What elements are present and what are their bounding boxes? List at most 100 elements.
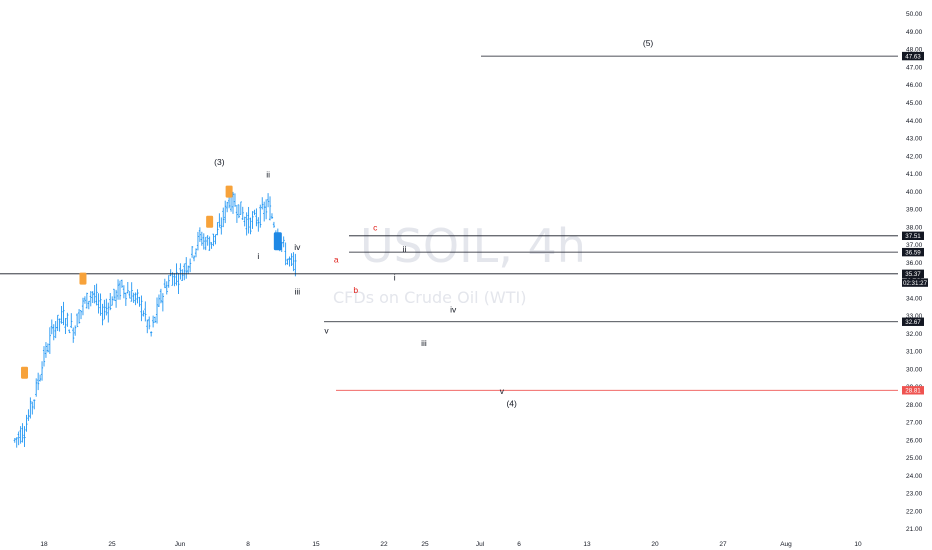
wave-label: v: [324, 326, 329, 336]
candle: [292, 252, 295, 272]
y-tick-label: 43.00: [906, 136, 923, 143]
candle: [152, 315, 155, 328]
candle: [15, 437, 18, 448]
candle: [148, 316, 151, 330]
y-tick-label: 23.00: [906, 491, 923, 498]
earnings-marker-icon[interactable]: [206, 215, 214, 228]
candle: [136, 289, 139, 304]
candle: [200, 231, 203, 246]
y-tick-label: 27.00: [906, 420, 923, 427]
candle: [126, 282, 129, 294]
x-tick-label: 25: [421, 541, 429, 548]
svg-text:32.67: 32.67: [905, 319, 921, 326]
candle: [64, 317, 67, 334]
candle: [40, 361, 44, 381]
candle: [101, 303, 104, 326]
x-tick-label: 27: [719, 541, 727, 548]
y-tick-label: 47.00: [906, 64, 923, 71]
candle: [266, 193, 270, 208]
wave-label: (5): [643, 38, 654, 48]
y-tick-label: 40.00: [906, 189, 923, 196]
wave-label: ii: [403, 244, 407, 254]
wave-label: iv: [294, 242, 301, 252]
candle: [261, 197, 264, 210]
y-tick-label: 22.00: [906, 508, 923, 515]
candle: [165, 281, 168, 295]
candle: [13, 437, 16, 443]
candle: [294, 253, 297, 277]
candle: [25, 414, 28, 432]
candle: [251, 211, 254, 229]
candle: [113, 288, 116, 301]
candle: [171, 272, 174, 286]
candle: [192, 255, 196, 262]
x-tick-label: Jun: [175, 541, 186, 548]
x-tick-label: 18: [40, 541, 48, 548]
candle: [37, 372, 40, 391]
candle: [56, 314, 59, 332]
candle: [48, 327, 51, 354]
wave-label: (4): [506, 398, 517, 408]
candle: [29, 397, 32, 419]
svg-text:36.59: 36.59: [905, 249, 921, 256]
time-axis[interactable]: 18 25 Jun 8 15 22 25 Jul 6 13 20 27 Aug 10: [40, 541, 862, 548]
candle: [132, 292, 135, 303]
candle: [70, 313, 73, 329]
candle: [99, 293, 102, 316]
y-tick-label: 46.00: [906, 82, 923, 89]
candle: [159, 288, 163, 304]
candle: [60, 306, 63, 324]
candle: [249, 217, 252, 235]
price-tag: 47.63: [902, 51, 924, 61]
candle: [31, 401, 34, 415]
wave-label: a: [334, 255, 339, 265]
candle: [202, 233, 205, 250]
candle: [175, 263, 178, 286]
candle: [222, 207, 225, 228]
candle: [21, 423, 24, 443]
candle: [81, 297, 85, 316]
candle: [189, 258, 192, 273]
y-tick-label: 38.00: [906, 224, 923, 231]
candle: [228, 195, 231, 209]
event-marker-icon[interactable]: [273, 232, 282, 251]
earnings-marker-icon[interactable]: [225, 185, 233, 198]
candle: [107, 302, 110, 323]
candle: [27, 409, 30, 421]
candle: [42, 346, 46, 367]
candle: [122, 285, 125, 299]
candle: [282, 236, 285, 248]
candle: [97, 293, 100, 314]
x-tick-label: 25: [108, 541, 116, 548]
candle: [77, 309, 81, 324]
candle: [91, 291, 94, 303]
horizontal-levels[interactable]: [0, 55, 898, 391]
y-tick-label: 31.00: [906, 349, 923, 356]
earnings-marker-icon[interactable]: [79, 272, 87, 285]
earnings-marker-icon[interactable]: [21, 366, 29, 379]
y-tick-label: 34.00: [906, 295, 923, 302]
candle: [74, 325, 77, 336]
candle: [95, 283, 98, 306]
candle: [103, 299, 106, 320]
candle: [44, 342, 48, 358]
candle: [144, 301, 147, 322]
candle: [146, 319, 149, 334]
candle: [138, 296, 141, 307]
candle: [235, 205, 239, 223]
watermark-symbol: USOIL, 4h: [360, 219, 586, 273]
x-tick-label: 10: [854, 541, 862, 548]
y-tick-label: 30.00: [906, 366, 923, 373]
candle: [286, 258, 289, 265]
candle: [226, 201, 229, 213]
candle: [259, 204, 262, 228]
price-tag: 28.81: [902, 386, 924, 395]
x-tick-label: Aug: [780, 541, 792, 548]
candle: [198, 227, 201, 242]
candle: [237, 204, 240, 219]
candle: [76, 313, 79, 328]
candle: [54, 321, 57, 339]
candle: [218, 213, 221, 228]
event-markers[interactable]: [21, 185, 282, 379]
